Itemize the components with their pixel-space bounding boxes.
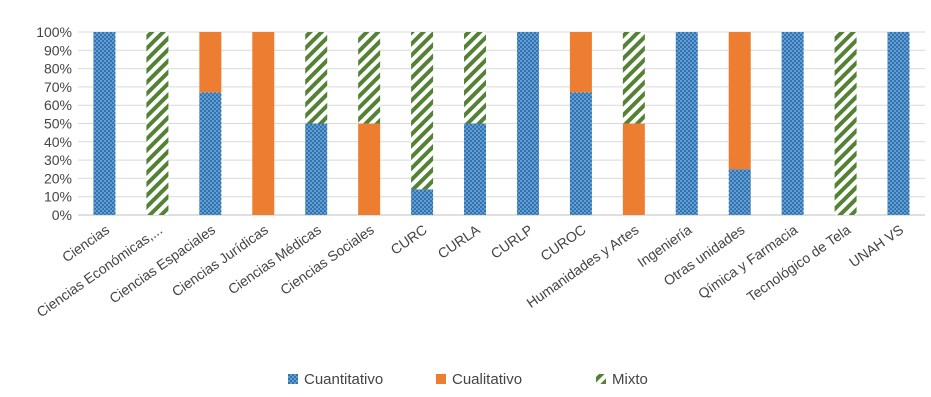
y-tick-label: 40% [44,134,72,150]
y-tick-label: 70% [44,79,72,95]
bar-segment-mixto [622,32,645,124]
bar-segment-cualitativo [252,32,275,215]
bar-segment-cuantitativo [199,92,222,215]
y-tick-label: 10% [44,189,72,205]
legend-swatch-mixto [596,374,606,384]
legend-label: Cuantitativo [304,371,383,388]
y-tick-label: 100% [36,24,72,40]
legend-label: Cualitativo [452,371,522,388]
bar-segment-mixto [464,32,487,124]
bar-segment-cuantitativo [464,123,487,215]
bar-segment-cuantitativo [781,32,804,215]
bar-segment-cualitativo [358,123,381,215]
x-category-label: UNAH VS [846,221,906,270]
bar-segment-cualitativo [199,32,222,93]
x-category-label: Ciencias Jurídicas [169,221,271,299]
bar-segment-mixto [358,32,381,124]
x-category-label: CURLP [488,221,536,261]
bar-segment-cuantitativo [305,123,328,215]
y-tick-label: 20% [44,170,72,186]
y-axis-tick-labels: 0% 10% 20% 30% 40% 50% 60% 70% 80% 90% 100% [36,24,72,223]
x-category-label: CURC [388,221,430,257]
bar-segment-cuantitativo [516,32,539,215]
bar-segment-cualitativo [622,123,645,215]
y-tick-label: 90% [44,42,72,58]
bar-segment-cuantitativo [728,169,751,215]
bar-segment-mixto [834,32,857,215]
bar-segment-cuantitativo [887,32,910,215]
x-category-label: CURLA [435,221,484,262]
x-category-label: Ciencias Sociales [277,221,377,297]
bar-segment-cualitativo [728,32,751,170]
x-category-label: Ciencias Médicas [225,221,324,297]
legend-label: Mixto [612,371,648,388]
bar-segment-mixto [411,32,434,190]
bar-segment-cuantitativo [93,32,116,215]
bar-segment-mixto [146,32,169,215]
y-tick-label: 50% [44,116,72,132]
bar-segment-mixto [305,32,328,124]
bars [93,32,910,215]
y-tick-label: 60% [44,97,72,113]
bar-segment-cuantitativo [569,92,592,215]
bar-segment-cuantitativo [675,32,698,215]
legend: Cuantitativo Cualitativo Mixto [288,371,648,388]
y-tick-label: 0% [52,207,72,223]
bar-segment-cualitativo [569,32,592,93]
y-tick-label: 80% [44,61,72,77]
legend-swatch-cuantitativo [288,374,298,384]
y-tick-label: 30% [44,152,72,168]
legend-swatch-cualitativo [436,374,446,384]
bar-segment-cuantitativo [411,189,434,215]
